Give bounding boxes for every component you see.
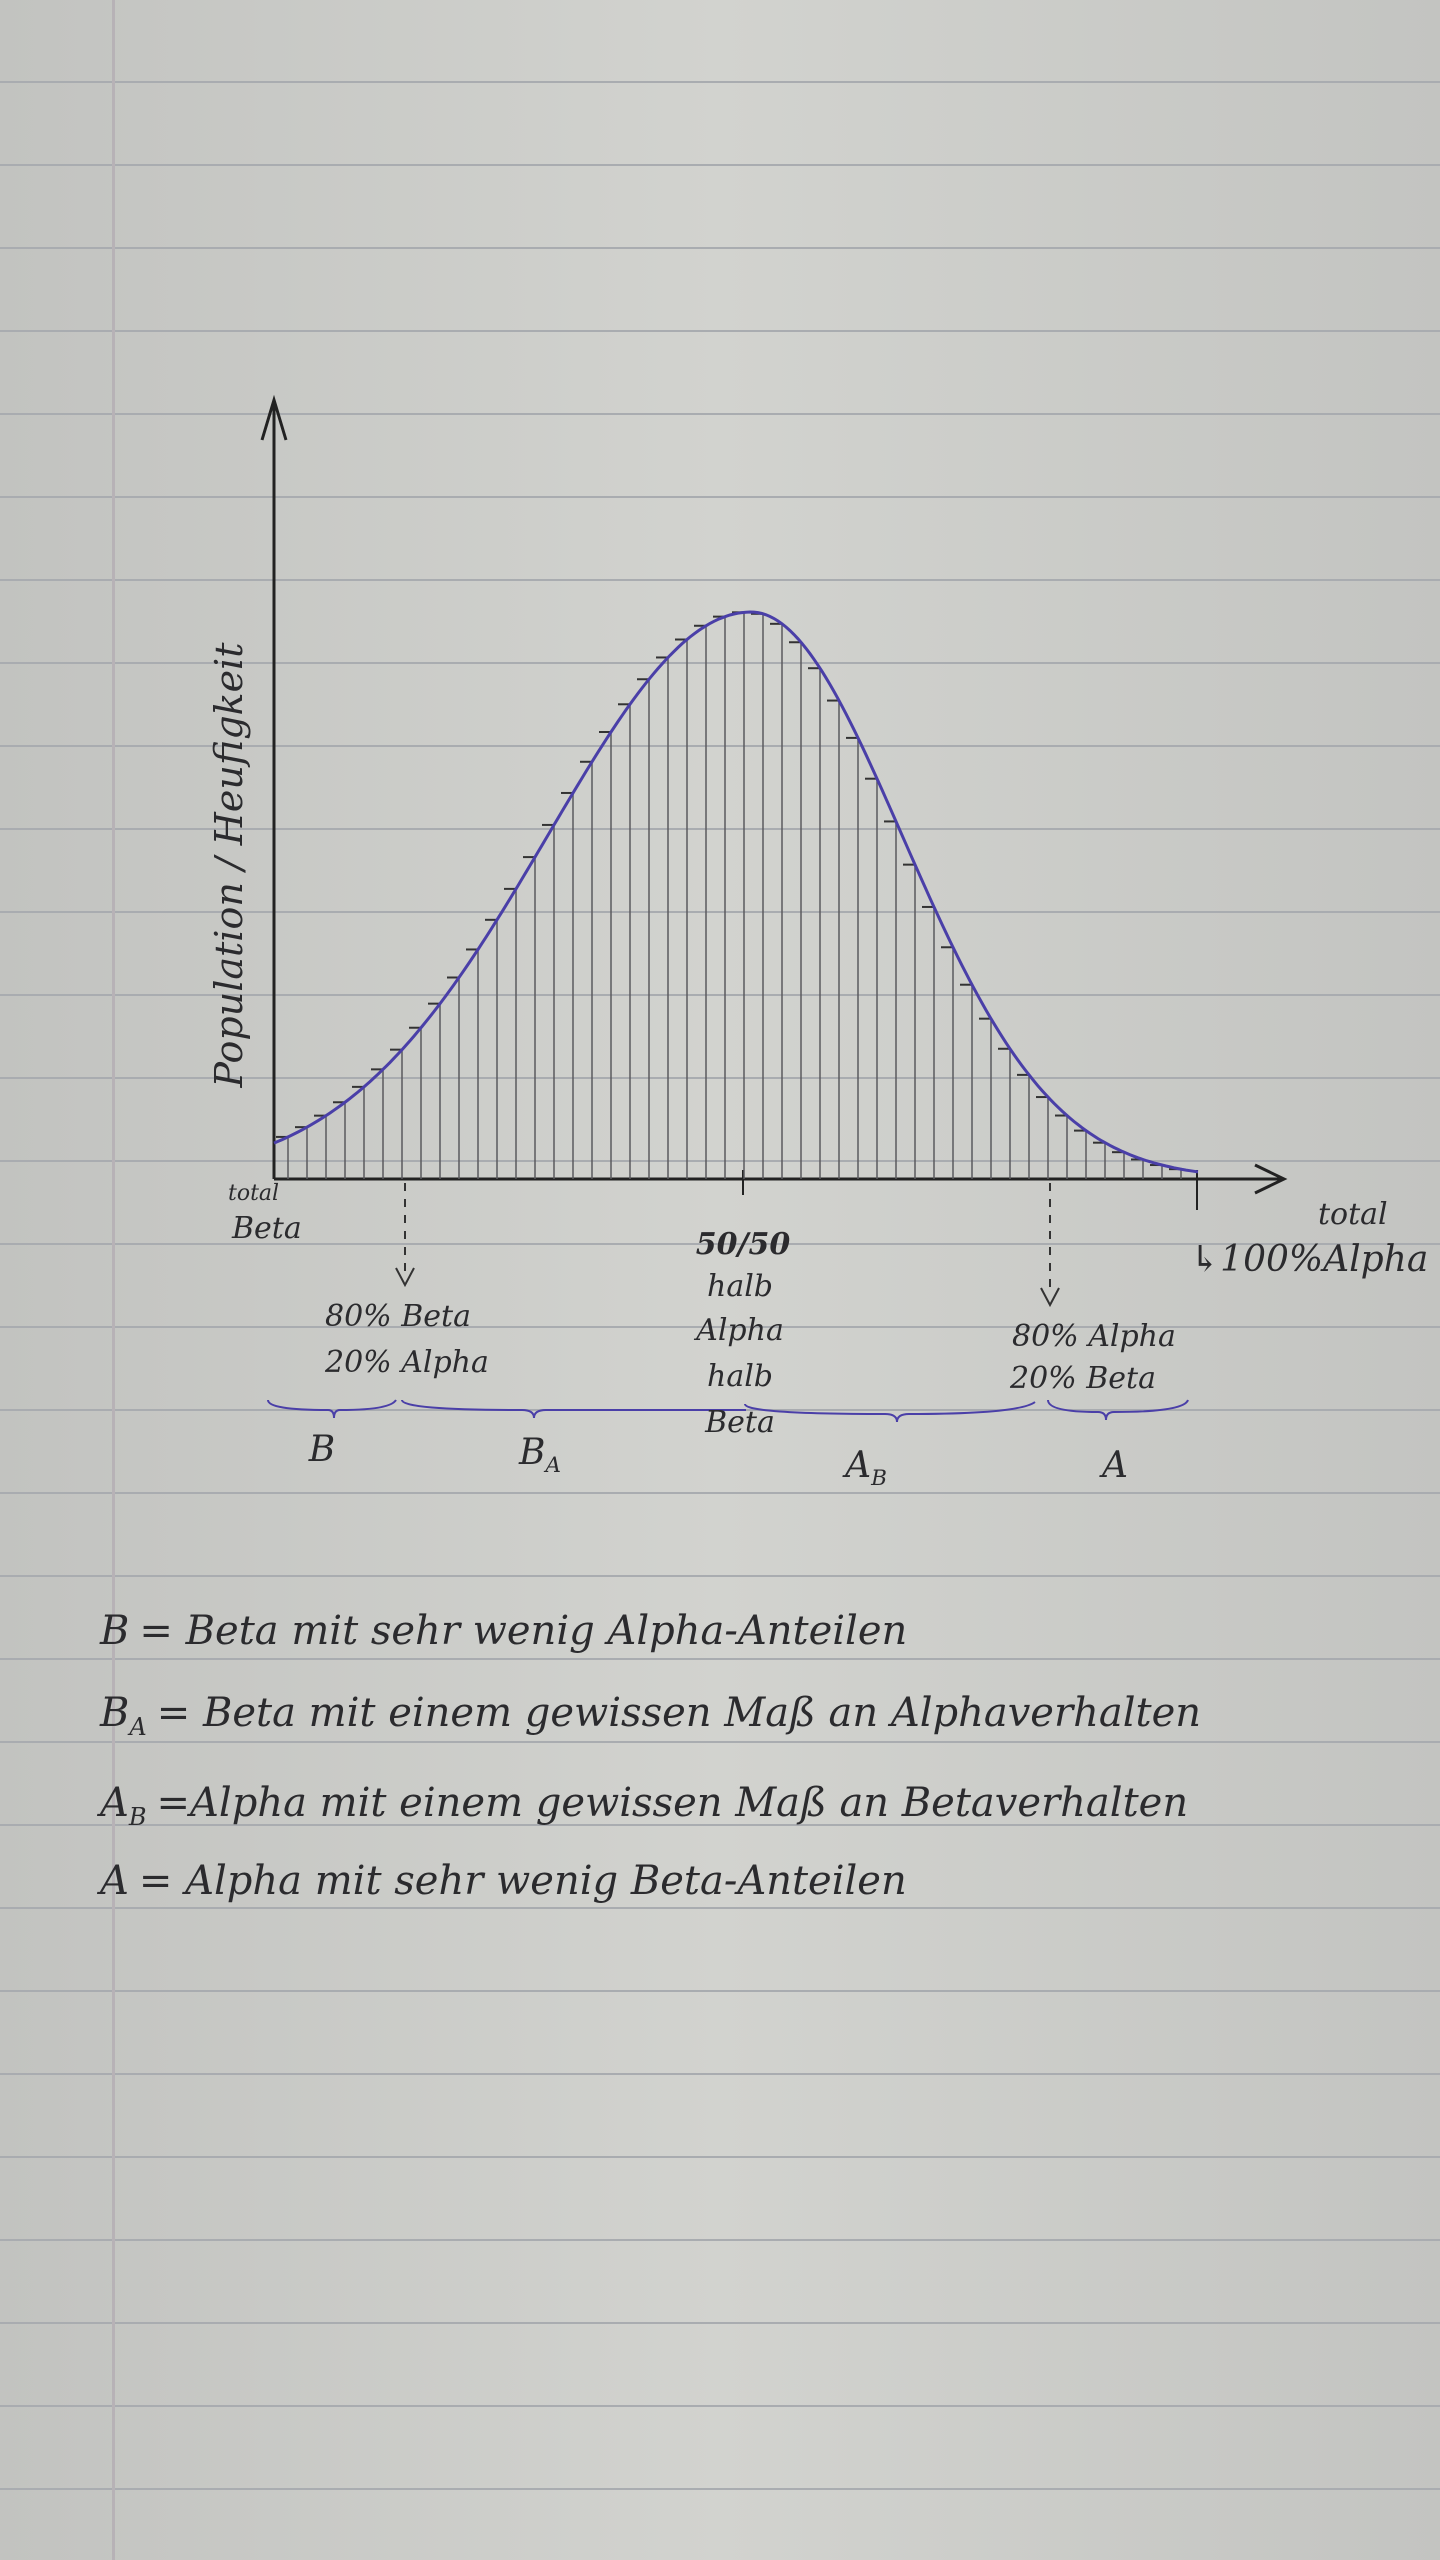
brace: [744, 1401, 1036, 1423]
marker-text: 80% Alpha: [1012, 1319, 1176, 1354]
marker-text: 80% Beta: [325, 1299, 471, 1334]
legend-symbol: A: [100, 1780, 129, 1826]
center-text: halb: [706, 1269, 774, 1304]
marker-arrow: [1040, 1287, 1060, 1308]
center-ratio: 50/50: [695, 1227, 791, 1262]
legend-text: =Alpha mit einem gewissen Maß an Betaver…: [156, 1780, 1189, 1826]
group-symbol: A: [845, 1445, 872, 1486]
margin-line: [112, 0, 115, 2560]
group-symbol: B: [308, 1429, 336, 1470]
legend-symbol: A: [100, 1858, 129, 1904]
center-text: Alpha: [696, 1313, 784, 1348]
legend-row: BA = Beta mit einem gewissen Maß an Alpha…: [100, 1690, 1201, 1741]
legend-text: = Beta mit sehr wenig Alpha-Anteilen: [139, 1608, 908, 1654]
marker-text: 20% Beta: [1010, 1361, 1156, 1396]
legend-row: AB =Alpha mit einem gewissen Maß an Betav…: [100, 1780, 1188, 1831]
legend-text: = Alpha mit sehr wenig Beta-Anteilen: [138, 1858, 907, 1904]
legend-text: = Beta mit einem gewissen Maß an Alphave…: [156, 1690, 1202, 1736]
group-label: B: [309, 1432, 335, 1468]
brace: [1047, 1399, 1189, 1421]
x-arrow: [1254, 1163, 1288, 1195]
center-text: halb: [706, 1359, 774, 1394]
legend-symbol: B: [100, 1608, 130, 1654]
legend-row: A = Alpha mit sehr wenig Beta-Anteilen: [100, 1858, 907, 1904]
legend-symbol: B: [100, 1690, 130, 1736]
legend-symbol-sub: B: [128, 1803, 147, 1831]
group-symbol: B: [518, 1432, 546, 1473]
group-symbol-sub: A: [545, 1453, 562, 1479]
legend-symbol-sub: A: [129, 1713, 147, 1741]
group-symbol: A: [1102, 1445, 1128, 1486]
center-text: Beta: [705, 1405, 775, 1440]
legend-row: B = Beta mit sehr wenig Alpha-Anteilen: [100, 1608, 907, 1654]
group-label: A: [1102, 1448, 1128, 1484]
right-end: ↳100%Alpha: [1190, 1239, 1429, 1280]
brace: [401, 1399, 746, 1419]
distribution-curve: [273, 610, 1199, 1174]
left-end: total: [228, 1181, 280, 1206]
left-end: Beta: [232, 1211, 302, 1246]
y-arrow: [260, 394, 288, 441]
group-label: BA: [519, 1435, 561, 1477]
group-symbol-sub: B: [871, 1466, 887, 1492]
right-end: total: [1318, 1197, 1388, 1232]
brace: [267, 1399, 397, 1419]
marker-text: 20% Alpha: [325, 1345, 489, 1380]
group-label: AB: [845, 1448, 887, 1490]
marker-arrow: [395, 1267, 415, 1288]
y-axis-label: Population / Heufigkeit: [207, 642, 251, 1088]
